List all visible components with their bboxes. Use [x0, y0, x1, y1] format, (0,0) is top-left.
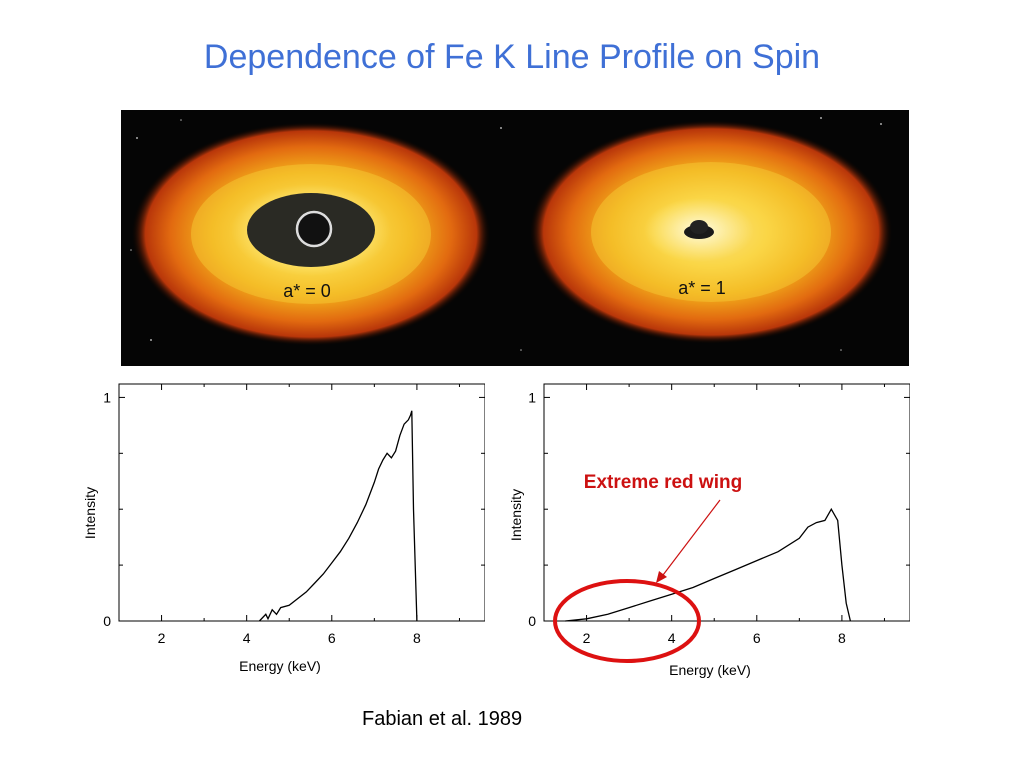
x-tick-label: 2: [158, 630, 166, 646]
y-tick-label: 1: [528, 389, 536, 405]
line-profile-chart-spin-1: 2 4 6 8 0 1 Energy (keV) Intensity Extreme re…: [510, 383, 910, 678]
series-line-0: [565, 507, 852, 622]
x-tick-label: 8: [413, 630, 421, 646]
x-tick-label: 6: [753, 630, 761, 646]
x-tick-label: 6: [328, 630, 336, 646]
series-line-0: [258, 410, 418, 622]
plot-frame: [543, 383, 910, 622]
slide-title: Dependence of Fe K Line Profile on Spin: [203, 38, 821, 76]
disk-label-spin-0: a* = 0: [283, 281, 331, 301]
y-tick-label: 0: [103, 613, 111, 629]
disk-spin-0: [131, 122, 491, 346]
y-axis-label: Intensity: [85, 487, 98, 539]
x-tick-label: 8: [838, 630, 846, 646]
plot-frame: [118, 383, 485, 622]
disk-spin-1: [529, 120, 893, 344]
x-tick-label: 2: [583, 630, 591, 646]
x-axis-label: Energy (keV): [239, 658, 321, 674]
x-tick-label: 4: [668, 630, 676, 646]
red-wing-highlight: [553, 579, 701, 663]
line-profile-chart-spin-0: 2 4 6 8 0 1 Energy (keV) Intensity: [85, 383, 485, 674]
annotation-arrowhead: [656, 571, 667, 583]
citation: Fabian et al. 1989: [362, 708, 523, 730]
x-axis-label: Energy (keV): [669, 662, 751, 678]
x-tick-label: 4: [243, 630, 251, 646]
annotation-arrow: [659, 499, 721, 580]
red-wing-annotation: Extreme red wing: [584, 472, 742, 493]
accretion-disk-illustration: a* = 0 a* = 1: [121, 110, 909, 366]
y-axis-label: Intensity: [510, 489, 524, 541]
y-tick-label: 0: [528, 613, 536, 629]
event-horizon-ring: [295, 210, 333, 248]
star-field: [130, 117, 882, 351]
y-tick-label: 1: [103, 389, 111, 405]
disk-label-spin-1: a* = 1: [678, 278, 726, 298]
